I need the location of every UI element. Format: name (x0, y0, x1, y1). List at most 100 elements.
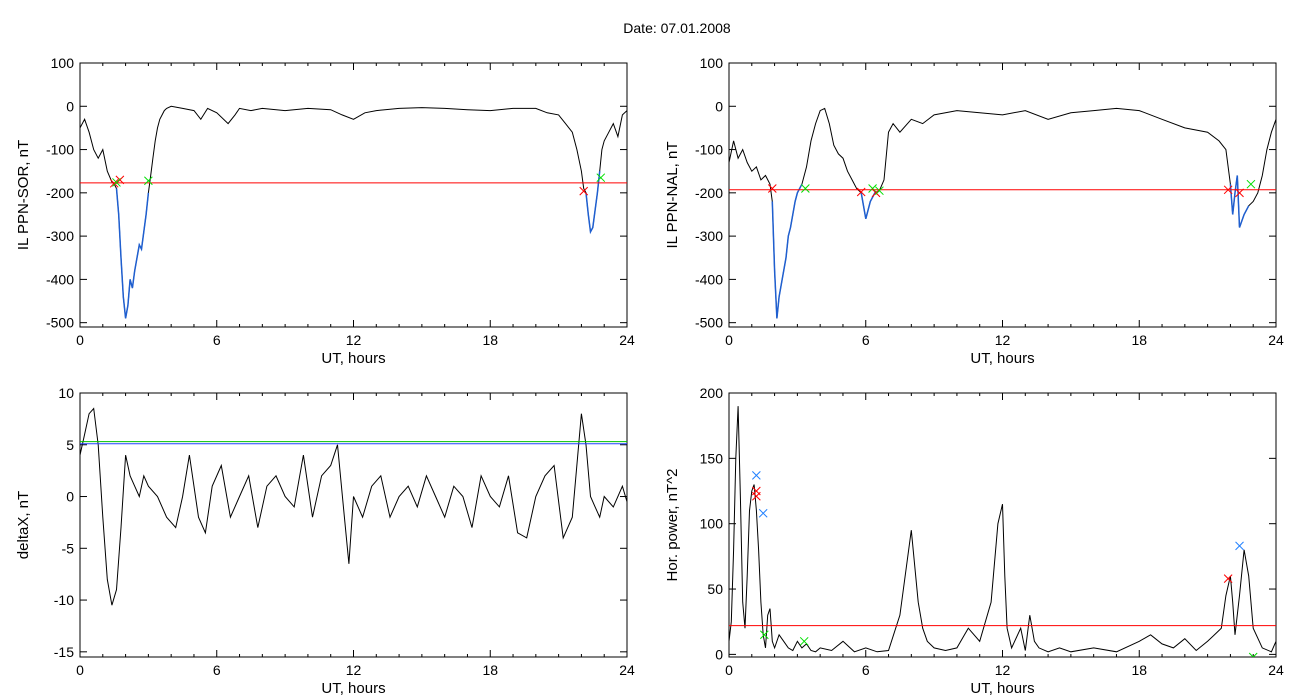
y-tick-label: 0 (715, 98, 723, 114)
y-tick-label: -200 (695, 185, 723, 201)
cross-marker (144, 176, 153, 186)
x-tick-label: 6 (213, 332, 221, 348)
x-axis-label: UT, hours (321, 350, 385, 367)
y-tick-label: 10 (58, 385, 74, 401)
x-tick-label: 12 (346, 662, 362, 678)
x-tick-label: 6 (213, 662, 221, 678)
cross-marker (109, 178, 119, 188)
x-tick-label: 24 (1268, 662, 1284, 678)
cross-stroke (800, 184, 810, 193)
cross-marker (759, 630, 769, 640)
panel-hor-power: 0 6 12 18 24 200 150 100 50 0 UT, hours Hor. power,… (664, 385, 1284, 697)
x-axis-label: UT, hours (321, 680, 385, 697)
cross-stroke (856, 187, 866, 197)
y-axis-label: IL PPN-NAL, nT (664, 142, 681, 249)
selected-segment (585, 171, 601, 235)
x-tick-label: 24 (619, 332, 635, 348)
x-tick-label: 0 (725, 332, 733, 348)
y-tick-label: 200 (700, 385, 724, 401)
cross-stroke (1248, 652, 1254, 657)
x-tick-label: 18 (482, 332, 498, 348)
y-tick-label: 150 (700, 450, 724, 466)
cross-stroke (751, 491, 761, 501)
y-axis-label: IL PPN-SOR, nT (15, 140, 32, 250)
series-line (80, 407, 627, 606)
plot-area (80, 105, 627, 319)
y-tick-label: -500 (695, 315, 723, 331)
cross-stroke (579, 186, 589, 196)
panel-il-ppn-sor: 0 6 12 18 24 100 0 -100 -200 -300 -400 -500 UT, hour… (15, 55, 635, 367)
y-tick-label: -300 (695, 228, 723, 244)
y-tick-label: -100 (695, 142, 723, 158)
y-tick-label: -400 (695, 271, 723, 287)
cross-marker (1235, 188, 1244, 198)
plot-area (729, 107, 1276, 319)
y-tick-label: 0 (66, 489, 74, 505)
cross-stroke (1252, 652, 1258, 657)
cross-marker (751, 470, 761, 480)
x-tick-label: 18 (1131, 332, 1147, 348)
panel-deltax: 0 6 12 18 24 10 5 0 -5 -10 -15 UT, hours deltaX, nT (15, 385, 635, 697)
series-line (729, 406, 1276, 653)
y-tick-label: 0 (715, 646, 723, 662)
x-tick-label: 0 (76, 332, 84, 348)
cross-marker (758, 508, 768, 518)
plot-area (80, 407, 627, 606)
figure-title: Date: 07.01.2008 (623, 20, 731, 36)
cross-marker (1235, 541, 1244, 551)
cross-stroke (1223, 185, 1233, 195)
x-tick-label: 0 (76, 662, 84, 678)
cross-stroke (596, 173, 606, 183)
plot-area (729, 406, 1276, 657)
x-tick-label: 24 (1268, 332, 1284, 348)
cross-stroke (759, 630, 769, 640)
x-tick-label: 24 (619, 662, 635, 678)
cross-stroke (109, 178, 119, 188)
y-tick-label: -400 (46, 271, 74, 287)
cross-stroke (758, 508, 768, 518)
y-tick-label: -15 (54, 644, 74, 660)
x-tick-label: 6 (862, 332, 870, 348)
x-axis-label: UT, hours (970, 680, 1034, 697)
y-tick-label: 100 (51, 55, 75, 71)
cross-stroke (875, 186, 884, 196)
y-tick-label: -100 (46, 142, 74, 158)
cross-stroke (1235, 188, 1244, 198)
cross-marker (856, 187, 866, 197)
x-tick-label: 12 (995, 662, 1011, 678)
x-tick-label: 18 (482, 662, 498, 678)
cross-marker (751, 491, 761, 501)
y-tick-label: -500 (46, 315, 74, 331)
y-tick-label: 50 (707, 581, 723, 597)
cross-stroke (751, 470, 761, 480)
x-tick-label: 0 (725, 662, 733, 678)
cross-marker (868, 184, 877, 193)
selected-segment (1229, 175, 1250, 228)
y-tick-label: -300 (46, 228, 74, 244)
y-tick-label: -5 (62, 540, 75, 556)
panel-il-ppn-nal: 0 6 12 18 24 100 0 -100 -200 -300 -400 -500 UT, hour… (664, 55, 1284, 367)
cross-stroke (1235, 541, 1244, 551)
cross-stroke (1223, 574, 1233, 583)
cross-marker (1223, 574, 1233, 583)
x-tick-label: 6 (862, 662, 870, 678)
y-tick-label: 100 (700, 516, 724, 532)
y-tick-label: -10 (54, 592, 74, 608)
cross-stroke (767, 184, 777, 193)
cross-marker (1246, 179, 1256, 189)
cross-marker (875, 186, 884, 196)
selected-segment (115, 188, 150, 319)
x-axis-label: UT, hours (970, 350, 1034, 367)
cross-marker (112, 178, 121, 187)
y-axis-label: Hor. power, nT^2 (664, 469, 681, 582)
cross-stroke (799, 636, 809, 646)
x-tick-label: 12 (346, 332, 362, 348)
cross-marker (1248, 652, 1258, 657)
y-tick-label: 0 (66, 98, 74, 114)
cross-marker (596, 173, 606, 183)
cross-stroke (112, 178, 121, 187)
x-tick-label: 18 (1131, 662, 1147, 678)
cross-marker (579, 186, 589, 196)
